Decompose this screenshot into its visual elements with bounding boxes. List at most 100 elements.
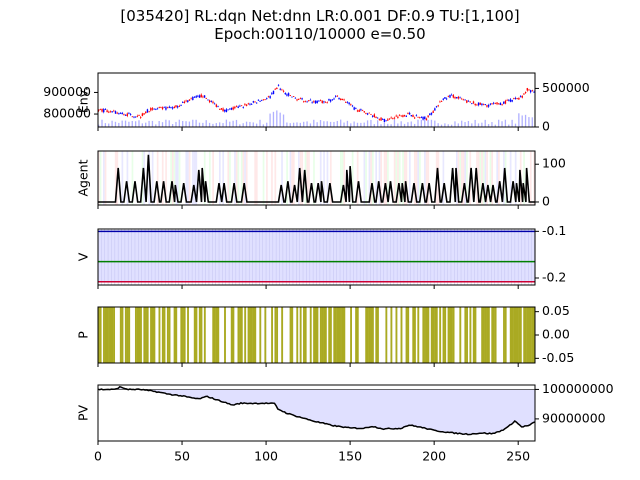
candle-up — [299, 97, 302, 99]
volume-bar — [195, 119, 197, 127]
exploration-stripe — [365, 151, 367, 205]
volume-bar — [282, 114, 285, 127]
candle-up — [350, 103, 352, 105]
agent-tick-label: 100 — [542, 156, 566, 171]
candle-up — [395, 115, 397, 117]
volume-bar — [151, 120, 154, 127]
policy-bar — [516, 307, 519, 363]
volume-bar — [124, 120, 127, 127]
candle-down — [355, 108, 357, 110]
candle-down — [442, 98, 444, 100]
candle-up — [427, 115, 429, 117]
candle-down — [383, 118, 386, 123]
policy-bar — [329, 307, 332, 363]
policy-bar — [304, 307, 307, 363]
candle-up — [143, 113, 145, 115]
policy-bar — [168, 307, 171, 363]
agent-holding-line — [98, 154, 535, 203]
policy-bar — [136, 307, 139, 363]
policy-bar — [447, 307, 450, 363]
candle-up — [392, 118, 394, 120]
policy-bar — [99, 307, 102, 363]
candle-down — [489, 103, 492, 105]
candle-down — [334, 96, 337, 97]
exploration-stripe — [387, 151, 389, 205]
policy-bar — [533, 307, 536, 363]
exploration-stripe — [393, 151, 396, 205]
policy-bar — [434, 307, 437, 363]
volume-bar — [498, 119, 500, 127]
volume-bar — [279, 112, 281, 127]
exploration-stripe — [306, 151, 309, 205]
candle-down — [353, 107, 355, 110]
volume-bar — [225, 119, 228, 127]
candle-up — [365, 113, 367, 114]
policy-bar — [276, 307, 279, 363]
candle-down — [408, 112, 411, 115]
volume-bar — [487, 124, 490, 127]
candle-up — [341, 98, 344, 100]
candle-down — [229, 108, 231, 110]
policy-bar — [217, 307, 220, 363]
env-left-tick-label: 800000 — [43, 106, 91, 121]
exploration-stripe — [229, 151, 231, 205]
policy-bar — [328, 307, 331, 363]
policy-bar — [412, 307, 415, 363]
candle-down — [434, 108, 436, 111]
volume-bar — [501, 121, 503, 127]
exploration-stripe — [313, 151, 315, 205]
candle-down — [529, 90, 532, 93]
env-right-tick-label: 500000 — [542, 80, 590, 95]
volume-bar — [504, 119, 507, 127]
candle-up — [208, 100, 211, 103]
policy-bar — [309, 307, 312, 363]
candle-up — [437, 105, 439, 107]
volume-bar — [215, 123, 217, 127]
volume-bar — [276, 110, 278, 127]
policy-bar — [474, 307, 477, 363]
volume-bar — [104, 123, 107, 127]
candle-up — [232, 107, 234, 110]
policy-bar — [333, 307, 336, 363]
volume-bar — [205, 120, 207, 127]
policy-bar — [482, 307, 485, 363]
candle-down — [467, 100, 470, 102]
candle-down — [382, 118, 384, 120]
volume-bar — [377, 120, 379, 127]
exploration-stripe — [477, 151, 480, 205]
candle-up — [454, 96, 456, 99]
candle-down — [210, 101, 213, 102]
candle-up — [138, 115, 140, 116]
candle-up — [140, 117, 142, 118]
volume-bar — [208, 122, 211, 127]
policy-bar — [166, 307, 169, 363]
exploration-stripe — [203, 151, 206, 205]
candle-down — [176, 106, 179, 108]
candle-down — [415, 115, 418, 117]
candle-down — [294, 97, 297, 99]
volume-bar — [434, 120, 436, 127]
candle-down — [277, 84, 280, 86]
volume-bar — [232, 120, 234, 127]
candle-down — [377, 117, 379, 119]
candle-down — [328, 98, 330, 101]
candle-down — [225, 109, 228, 113]
candle-up — [173, 106, 176, 109]
candle-down — [104, 109, 107, 110]
volume-bar — [161, 122, 164, 127]
exploration-stripe — [185, 151, 188, 205]
exploration-stripe — [481, 151, 483, 205]
candle-up — [108, 111, 110, 113]
axes-frame — [97, 384, 536, 442]
candle-up — [407, 113, 409, 114]
candle-up — [178, 105, 181, 107]
candle-up — [262, 99, 265, 101]
exploration-stripe — [408, 151, 411, 205]
policy-bar — [531, 307, 534, 363]
candle-down — [306, 101, 308, 103]
candle-up — [185, 100, 187, 102]
candle-down — [287, 93, 290, 96]
candle-down — [250, 103, 253, 105]
candle-up — [462, 99, 465, 101]
candle-up — [161, 107, 164, 110]
